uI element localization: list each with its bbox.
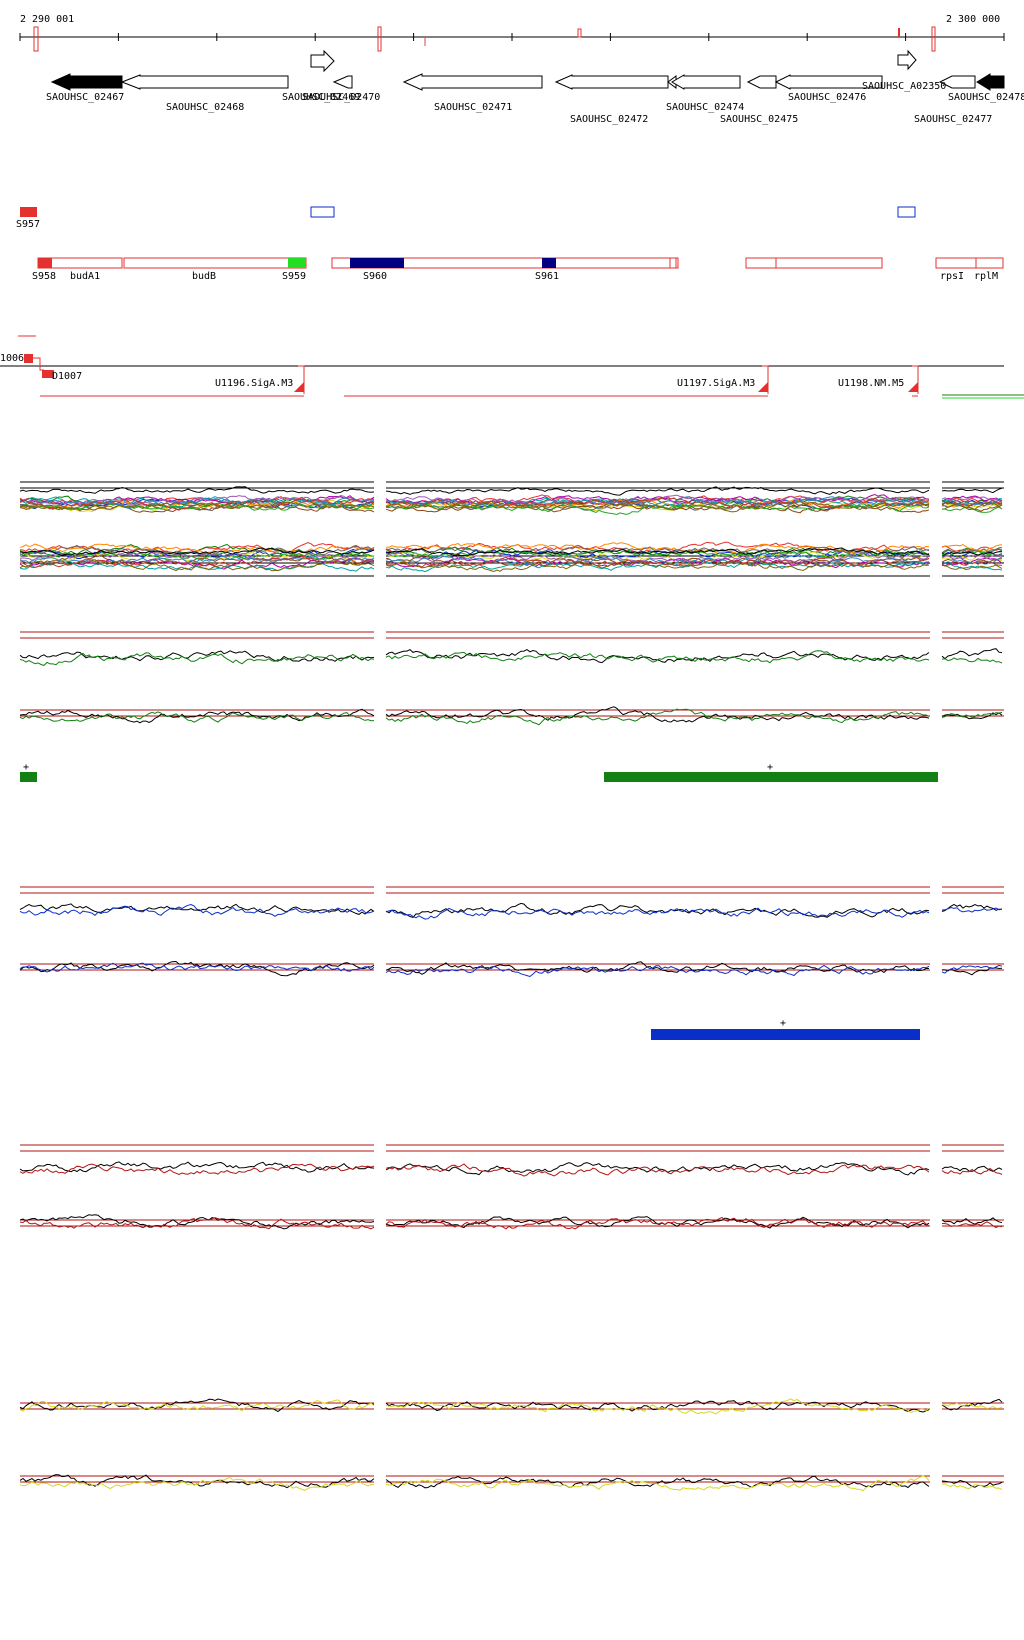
segment-label: rpsI bbox=[940, 271, 964, 282]
gene-label: SAOUHSC_02471 bbox=[434, 102, 512, 113]
condition-bar[interactable] bbox=[651, 1029, 920, 1040]
segment-label: S957 bbox=[16, 219, 40, 230]
gene-arrow[interactable] bbox=[310, 49, 335, 73]
tu-label: U1197.SigA.M3 bbox=[677, 378, 755, 389]
tu-box[interactable] bbox=[24, 354, 33, 363]
ruler-start-label: 2 290 001 bbox=[20, 14, 74, 25]
condition-bar[interactable] bbox=[604, 772, 938, 782]
segment-label: S958 bbox=[32, 271, 56, 282]
segment-box[interactable] bbox=[542, 258, 556, 268]
gene-arrow[interactable] bbox=[774, 74, 883, 90]
gene-arrow[interactable] bbox=[332, 75, 353, 89]
condition-bar-blue-group: + bbox=[651, 1018, 920, 1040]
tu-label: U1198.NM.M5 bbox=[838, 378, 904, 389]
condition-marker: + bbox=[23, 762, 29, 773]
expression-track-red bbox=[19, 1144, 1004, 1230]
gene-arrow[interactable] bbox=[938, 75, 976, 89]
gene-arrow[interactable] bbox=[746, 75, 777, 89]
tu-label: U1196.SigA.M3 bbox=[215, 378, 293, 389]
tu-terminator bbox=[294, 382, 304, 392]
gene-arrow[interactable] bbox=[50, 73, 123, 91]
gene-label: SAOUHSC_02472 bbox=[570, 114, 648, 125]
gene-arrow[interactable] bbox=[976, 73, 1005, 91]
gene-label: SAOUHSC_02468 bbox=[166, 102, 244, 113]
tu-box[interactable] bbox=[42, 370, 54, 378]
segment-box[interactable] bbox=[20, 207, 37, 217]
expression-track-yellow bbox=[19, 1398, 1004, 1492]
ruler-end-label: 2 300 000 bbox=[946, 14, 1000, 25]
segment-box[interactable] bbox=[288, 258, 306, 268]
condition-marker: + bbox=[767, 762, 773, 773]
gene-label: SAOUHSC_02469 bbox=[282, 92, 360, 103]
gene-label: SAOUHSC_02474 bbox=[666, 102, 744, 113]
segment-label: budA1 bbox=[70, 271, 100, 282]
gene-label: SAOUHSC_02476 bbox=[788, 92, 866, 103]
gene-label: SAOUHSC_A02350 bbox=[862, 81, 946, 92]
segment-label: S960 bbox=[363, 271, 387, 282]
segment-label: rplM bbox=[974, 271, 998, 282]
gene-arrow[interactable] bbox=[120, 74, 289, 90]
expression-track-multi-condition bbox=[19, 481, 1004, 577]
gene-label: SAOUHSC_02467 bbox=[46, 92, 124, 103]
gene-track: SAOUHSC_02467 SAOUHSC_02468 SAOUHSC_0246… bbox=[46, 49, 1024, 125]
expression-track-blue bbox=[19, 886, 1004, 978]
tu-label: D1007 bbox=[52, 371, 82, 382]
segment-label: S961 bbox=[535, 271, 559, 282]
segment-label: budB bbox=[192, 271, 216, 282]
condition-bar[interactable] bbox=[20, 772, 37, 782]
coordinate-ruler: 2 290 001 2 300 000 bbox=[19, 14, 1005, 52]
gene-label: SAOUHSC_02478 bbox=[948, 92, 1024, 103]
gene-arrow[interactable] bbox=[402, 73, 543, 91]
tu-terminator bbox=[908, 382, 918, 392]
gene-arrow[interactable] bbox=[554, 74, 669, 90]
tu-terminator bbox=[758, 382, 768, 392]
condition-marker: + bbox=[780, 1018, 786, 1029]
segment-track: S957 S958 budA1 budB S959 S960 S961 rpsI… bbox=[16, 206, 1004, 282]
transcription-unit-track: 1006 D1007 U1196.SigA.M3 U1197.SigA.M3 U… bbox=[0, 335, 1024, 399]
expression-track-green bbox=[19, 631, 1004, 726]
gene-arrow[interactable] bbox=[897, 49, 917, 71]
segment-box[interactable] bbox=[310, 206, 335, 218]
gene-arrow[interactable] bbox=[671, 74, 741, 90]
segment-box[interactable] bbox=[38, 258, 52, 268]
segment-box[interactable] bbox=[897, 206, 916, 218]
condition-bar-green-group: + + bbox=[20, 762, 938, 782]
tu-label: 1006 bbox=[0, 353, 24, 364]
gene-label: SAOUHSC_02477 bbox=[914, 114, 992, 125]
segment-label: S959 bbox=[282, 271, 306, 282]
gene-label: SAOUHSC_02475 bbox=[720, 114, 798, 125]
segment-box[interactable] bbox=[350, 258, 404, 268]
gene-label: SAOUHSC_02470 bbox=[302, 92, 380, 103]
